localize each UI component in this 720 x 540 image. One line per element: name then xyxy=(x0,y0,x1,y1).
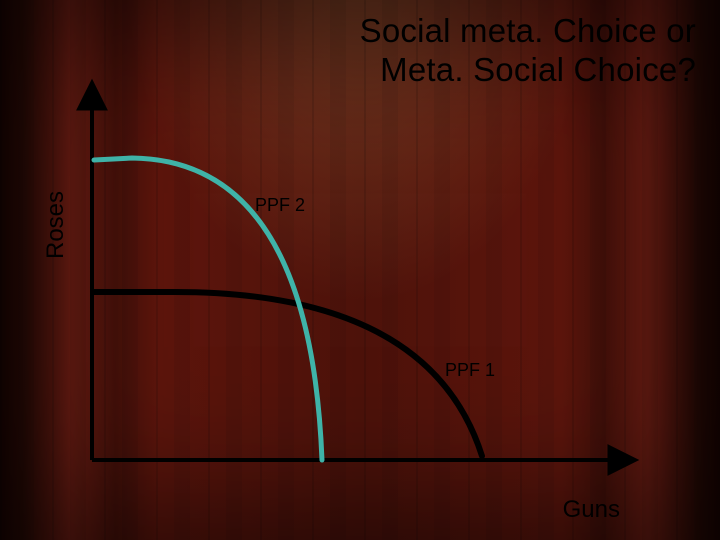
ppf1-curve xyxy=(94,292,482,456)
ppf1-label: PPF 1 xyxy=(445,360,495,381)
y-axis-label: Roses xyxy=(42,191,70,259)
ppf2-label: PPF 2 xyxy=(255,195,305,216)
x-axis-label: Guns xyxy=(563,496,620,524)
ppf-chart xyxy=(0,0,720,540)
